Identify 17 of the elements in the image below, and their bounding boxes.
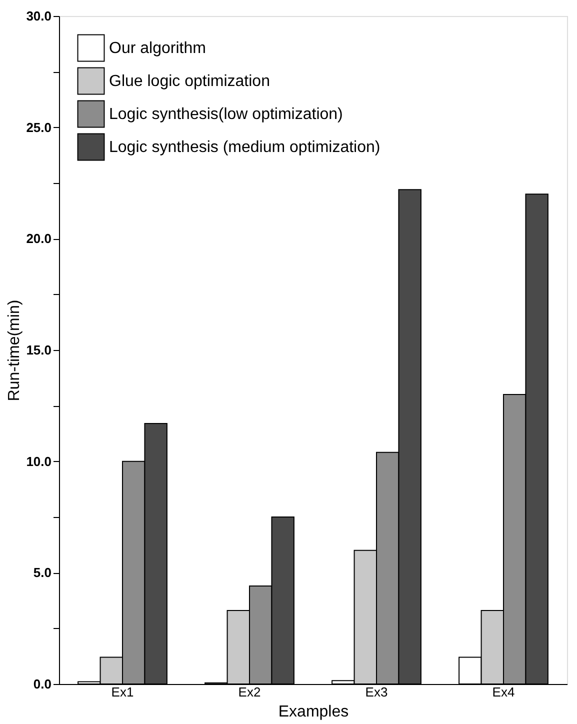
legend-label: Our algorithm: [109, 40, 206, 57]
x-tick-label: Ex3: [365, 684, 388, 700]
y-tick-label: 30.0: [26, 8, 52, 24]
legend-label: Logic synthesis (medium optimization): [109, 139, 380, 156]
y-tick-label: 20.0: [26, 231, 52, 246]
x-axis-title: Examples: [278, 704, 349, 720]
y-tick-label: 10.0: [26, 454, 52, 469]
y-tick-label: 15.0: [26, 342, 52, 358]
x-tick-label: Ex4: [492, 684, 515, 700]
legend-label: Logic synthesis(low optimization): [109, 106, 343, 123]
legend-label: Glue logic optimization: [109, 73, 270, 90]
y-tick-label: 5.0: [33, 565, 52, 580]
y-axis-title: Run-time(min): [6, 300, 24, 402]
y-tick-label: 25.0: [26, 120, 52, 135]
x-tick-label: Ex2: [238, 684, 261, 700]
x-tick-label: Ex1: [111, 684, 134, 700]
y-tick-label: 0.0: [33, 676, 52, 692]
